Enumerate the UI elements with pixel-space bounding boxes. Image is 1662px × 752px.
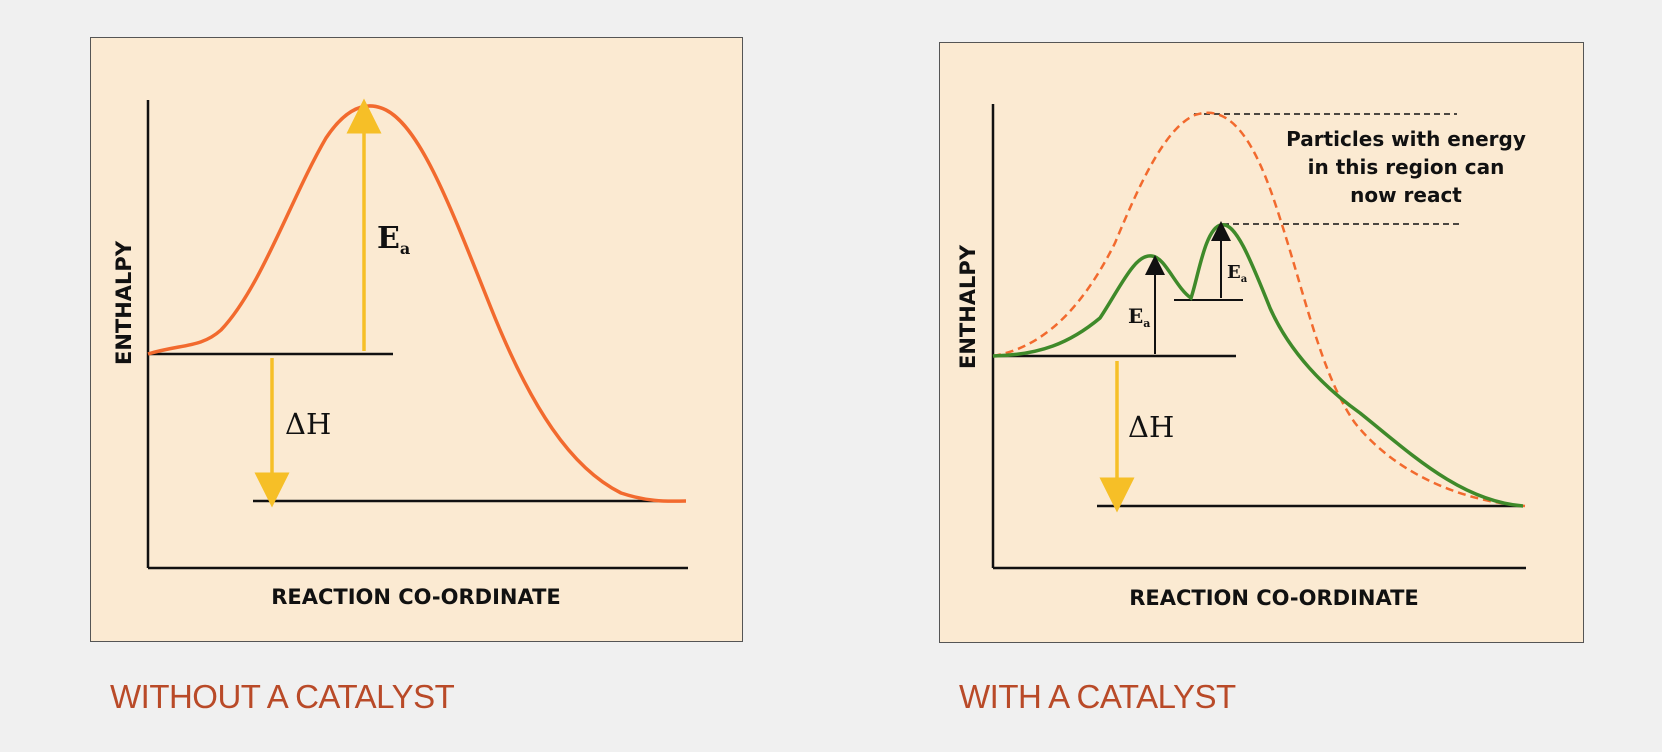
diagram-without-catalyst: Ea ΔH REACTION CO-ORDINATE ENTHALPY xyxy=(90,37,743,642)
note-line-3: now react xyxy=(1350,183,1462,207)
note-line-2: in this region can xyxy=(1308,155,1505,179)
diagram-with-catalyst: Ea Ea ΔH Particles with energy in this r… xyxy=(939,42,1584,643)
note-line-1: Particles with energy xyxy=(1286,127,1526,151)
energy-profile-svg: Ea Ea ΔH Particles with energy in this r… xyxy=(956,104,1526,610)
caption-with-catalyst: WITH A CATALYST xyxy=(959,678,1236,715)
uncatalysed-curve xyxy=(992,111,1526,508)
ea-label: Ea xyxy=(377,221,410,258)
x-axis-label: REACTION CO-ORDINATE xyxy=(1129,586,1419,610)
y-axis-label: ENTHALPY xyxy=(956,244,980,369)
delta-h-label: ΔH xyxy=(285,407,331,441)
delta-h-label: ΔH xyxy=(1128,410,1174,444)
y-axis-label: ENTHALPY xyxy=(112,240,136,365)
x-axis-label: REACTION CO-ORDINATE xyxy=(271,585,561,609)
ea2-label: Ea xyxy=(1227,262,1248,285)
ea1-label: Ea xyxy=(1128,304,1150,330)
energy-profile-svg: Ea ΔH REACTION CO-ORDINATE ENTHALPY xyxy=(112,98,688,609)
reaction-curve xyxy=(147,104,687,503)
caption-without-catalyst: WITHOUT A CATALYST xyxy=(110,678,455,715)
catalysed-curve xyxy=(992,223,1524,508)
